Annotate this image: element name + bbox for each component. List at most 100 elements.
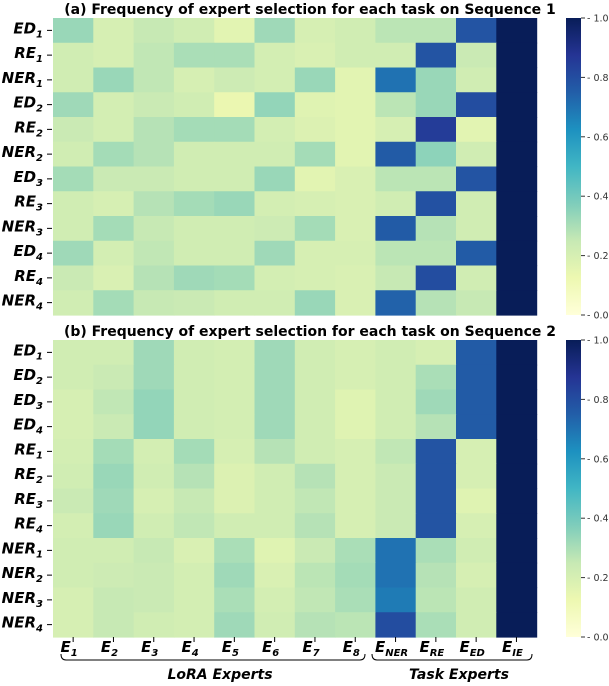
heatmap-cell <box>214 414 256 440</box>
group-brackets <box>60 653 533 661</box>
row-label: ED2 <box>13 366 43 387</box>
heatmap-cell <box>456 67 497 93</box>
heatmap-cell <box>496 166 538 192</box>
heatmap-cell <box>254 216 296 242</box>
heatmap-cell <box>93 538 135 564</box>
heatmap-cell <box>93 389 135 415</box>
colorbar-tick-label: - 0.0 <box>587 633 609 644</box>
heatmap-cell <box>93 488 135 514</box>
heatmap-cell <box>53 364 94 391</box>
heatmap-cell <box>456 92 497 118</box>
heatmap-cell <box>496 513 538 539</box>
heatmap-cell <box>335 364 376 391</box>
heatmap-cell <box>254 414 296 440</box>
column-label: EED <box>459 638 484 659</box>
heatmap-cell <box>214 340 256 366</box>
heatmap-cell <box>375 612 417 638</box>
heatmap-cell <box>294 42 336 69</box>
row-label: NER4 <box>2 292 43 313</box>
row-label: NER1 <box>2 539 43 560</box>
heatmap-cell <box>133 216 175 242</box>
heatmap-cell <box>53 389 94 415</box>
panel-b-title: (b) Frequency of expert selection for ea… <box>64 324 556 340</box>
heatmap-cell <box>294 240 336 267</box>
heatmap-cell <box>93 439 135 465</box>
heatmap-cell <box>335 117 376 143</box>
heatmap-cell <box>294 389 336 415</box>
heatmap-cell <box>456 166 497 192</box>
heatmap-cell <box>214 67 256 93</box>
lora-bracket <box>60 653 366 661</box>
heatmap-cell <box>133 240 175 267</box>
heatmap-cell <box>294 612 336 638</box>
heatmap-cell <box>173 463 215 490</box>
heatmap-cell <box>133 538 175 564</box>
heatmap-cell <box>254 463 296 490</box>
heatmap-cell <box>254 265 296 291</box>
heatmap-cell <box>53 463 94 490</box>
heatmap-cell <box>214 488 256 514</box>
heatmap-cell <box>415 587 457 613</box>
heatmap-cell <box>214 612 256 638</box>
heatmap-cell <box>173 587 215 613</box>
heatmap-cell <box>375 117 417 143</box>
heatmap-cell <box>335 67 376 93</box>
colorbar-tick-label: - 0.2 <box>587 573 609 584</box>
heatmap-cell <box>456 191 497 217</box>
colorbar-tick-label: - 1.0 <box>587 336 609 347</box>
colorbar-b: - 0.0 - 0.2 - 0.4 - 0.6 - 0.8 - 1.0 <box>566 336 609 644</box>
heatmap-cell <box>335 18 376 44</box>
heatmap-cell <box>496 538 538 564</box>
heatmap-cell <box>456 488 497 514</box>
heatmap-cell <box>254 290 296 316</box>
heatmap-cell <box>335 562 376 589</box>
heatmap-cell <box>415 166 457 192</box>
heatmap-cell <box>93 290 135 316</box>
heatmap-cell <box>456 216 497 242</box>
row-label: ED2 <box>13 94 43 115</box>
heatmap-cell <box>53 18 94 44</box>
heatmap-cell <box>415 389 457 415</box>
heatmap-cell <box>496 389 538 415</box>
heatmap-cell <box>93 42 135 69</box>
heatmap-cell <box>133 389 175 415</box>
heatmap-cell <box>375 364 417 391</box>
heatmap-cell <box>173 240 215 267</box>
heatmap-cell <box>133 67 175 93</box>
heatmap-cell <box>53 439 94 465</box>
heatmap-cell <box>456 538 497 564</box>
heatmap-cell <box>496 439 538 465</box>
heatmap-cell <box>254 389 296 415</box>
heatmap-cell <box>254 141 296 168</box>
heatmap-cell <box>173 141 215 168</box>
heatmap-cell <box>335 389 376 415</box>
heatmap-cell <box>254 42 296 69</box>
heatmap-cell <box>214 463 256 490</box>
colorbar-tick-label: - 1.0 <box>587 14 609 25</box>
heatmap-cell <box>294 538 336 564</box>
row-label: ED1 <box>13 341 43 362</box>
heatmap-cell <box>53 612 94 638</box>
heatmap-cell <box>496 340 538 366</box>
heatmap-cell <box>173 414 215 440</box>
heatmap-cell <box>335 166 376 192</box>
heatmap-cell <box>173 340 215 366</box>
heatmap-cell <box>173 265 215 291</box>
heatmap-cell <box>375 191 417 217</box>
heatmap-cell <box>133 562 175 589</box>
colorbar-b-gradient <box>566 340 581 637</box>
heatmap-cell <box>214 240 256 267</box>
heatmap-cell <box>93 513 135 539</box>
heatmap-cell <box>496 67 538 93</box>
heatmap-cell <box>173 67 215 93</box>
heatmap-cell <box>496 216 538 242</box>
row-label: RE1 <box>14 44 43 65</box>
heatmap-cell <box>415 191 457 217</box>
heatmap-cell <box>335 290 376 316</box>
heatmap-cell <box>375 166 417 192</box>
heatmap-cell <box>294 562 336 589</box>
heatmap-cell <box>335 587 376 613</box>
heatmap-cell <box>214 587 256 613</box>
heatmap-cell <box>53 513 94 539</box>
heatmap-cell <box>93 117 135 143</box>
